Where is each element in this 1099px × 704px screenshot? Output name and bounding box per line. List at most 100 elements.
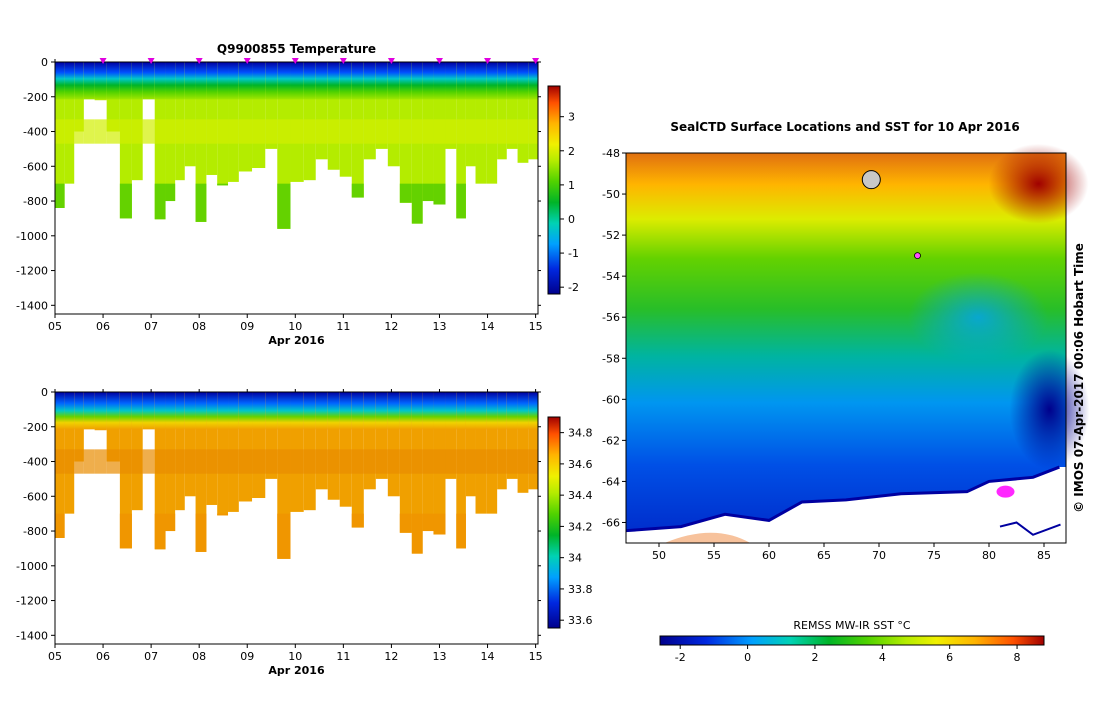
x-tick-label: 07 — [144, 320, 158, 333]
y-tick-label: -48 — [602, 147, 620, 160]
profile-mid-cell — [106, 449, 120, 474]
profile-column — [94, 392, 107, 474]
copyright-label: © IMOS 07-Apr-2017 00:06 Hobart Time — [1072, 243, 1086, 513]
profile-mid-cell — [517, 449, 529, 474]
profile-mid-cell — [74, 449, 84, 474]
profile-mid-cell — [528, 449, 538, 474]
profile-cell — [506, 62, 518, 149]
profile-mid-cell — [497, 449, 507, 474]
profile-mid-cell — [206, 449, 218, 474]
profile-mid-cell — [497, 119, 507, 144]
colorbar-tick-label: -1 — [568, 247, 579, 260]
profile-surface-cell — [422, 392, 434, 430]
profile-mid-cell — [277, 449, 291, 474]
profile-surface-cell — [528, 62, 538, 100]
profile-surface-cell — [445, 62, 457, 100]
profile-surface-cell — [154, 392, 166, 430]
profile-surface-cell — [456, 62, 466, 100]
colorbar-label: REMSS MW-IR SST °C — [793, 619, 911, 632]
y-tick-label: -1200 — [16, 265, 48, 278]
profile-column — [74, 392, 84, 474]
profile-column — [303, 62, 316, 181]
profile-surface-cell — [142, 392, 155, 430]
y-tick-label: -400 — [23, 126, 48, 139]
profile-column — [265, 62, 278, 149]
profile-column — [55, 392, 65, 538]
x-tick-label: 75 — [927, 549, 941, 562]
profile-column — [486, 392, 498, 514]
x-tick-label: 09 — [240, 320, 254, 333]
profile-column — [277, 62, 291, 229]
kerguelen-island — [861, 170, 881, 190]
x-tick-label: 50 — [652, 549, 666, 562]
profile-mid-cell — [327, 119, 340, 144]
profile-column — [184, 392, 196, 497]
colorbar-tick-label: 3 — [568, 111, 575, 124]
profile-mid-cell — [315, 119, 328, 144]
colorbar — [659, 635, 1045, 646]
profile-column — [387, 62, 400, 167]
y-tick-label: -1000 — [16, 560, 48, 573]
profile-deep-cell — [55, 513, 65, 538]
profile-mid-cell — [422, 119, 434, 144]
profile-column — [265, 392, 278, 479]
profile-deep-cell — [119, 513, 132, 549]
x-tick-label: 80 — [982, 549, 996, 562]
profile-mid-cell — [142, 449, 155, 474]
profile-column — [411, 392, 423, 554]
profile-mid-cell — [290, 449, 304, 474]
colorbar-tick-label: 8 — [1014, 651, 1021, 664]
profile-surface-cell — [433, 62, 446, 100]
profile-column — [83, 62, 95, 144]
profile-mid-cell — [55, 119, 65, 144]
y-tick-label: -54 — [602, 270, 620, 283]
colorbar-tick-label: 34.2 — [568, 520, 593, 533]
profile-marker — [195, 58, 203, 64]
x-tick-label: 85 — [1037, 549, 1051, 562]
chart-title: Q9900855 Temperature — [217, 42, 376, 56]
panel-salinity: 05 06 07 08 09 10 11 12 13 14 15 0 -200 -400 -600 -800 -… — [16, 386, 592, 677]
colorbar-tick-label: 33.6 — [568, 614, 593, 627]
profile-column — [252, 392, 266, 499]
profile-surface-cell — [184, 392, 196, 430]
profile-column — [327, 392, 340, 500]
profile-deep-cell — [165, 513, 176, 532]
colorbar-tick-label: 34 — [568, 552, 582, 565]
profile-column — [217, 392, 229, 516]
profile-surface-cell — [327, 392, 340, 430]
profile-cell — [497, 62, 507, 160]
profile-surface-cell — [83, 62, 95, 100]
profile-surface-cell — [228, 62, 239, 100]
profile-mid-cell — [433, 449, 446, 474]
profile-mid-cell — [142, 119, 155, 144]
profile-surface-cell — [228, 392, 239, 430]
profile-cell — [497, 392, 507, 490]
profile-column — [475, 62, 487, 184]
profile-mid-cell — [154, 449, 166, 474]
profile-surface-cell — [106, 392, 120, 430]
profile-mid-cell — [195, 119, 207, 144]
profile-mid-cell — [277, 119, 291, 144]
ice-edge — [625, 465, 1060, 533]
sst-cool-patch — [908, 272, 1048, 363]
profile-mid-cell — [399, 449, 412, 474]
profile-surface-cell — [277, 392, 291, 430]
profile-surface-cell — [303, 392, 316, 430]
profile-cell — [445, 392, 457, 479]
profile-marker — [387, 58, 395, 64]
profile-surface-cell — [195, 62, 207, 100]
profile-column — [517, 392, 529, 493]
profile-surface-cell — [238, 392, 253, 430]
profile-surface-cell — [465, 392, 476, 430]
profile-mid-cell — [64, 119, 75, 144]
x-tick-label: 15 — [529, 650, 543, 663]
profile-cell — [206, 392, 218, 505]
profile-column — [517, 62, 529, 163]
profile-mid-cell — [445, 119, 457, 144]
profile-mid-cell — [238, 449, 253, 474]
profile-surface-cell — [399, 392, 412, 430]
profile-column — [399, 392, 412, 533]
profile-column — [456, 392, 466, 549]
profile-surface-cell — [175, 392, 185, 430]
profile-column — [175, 392, 185, 511]
